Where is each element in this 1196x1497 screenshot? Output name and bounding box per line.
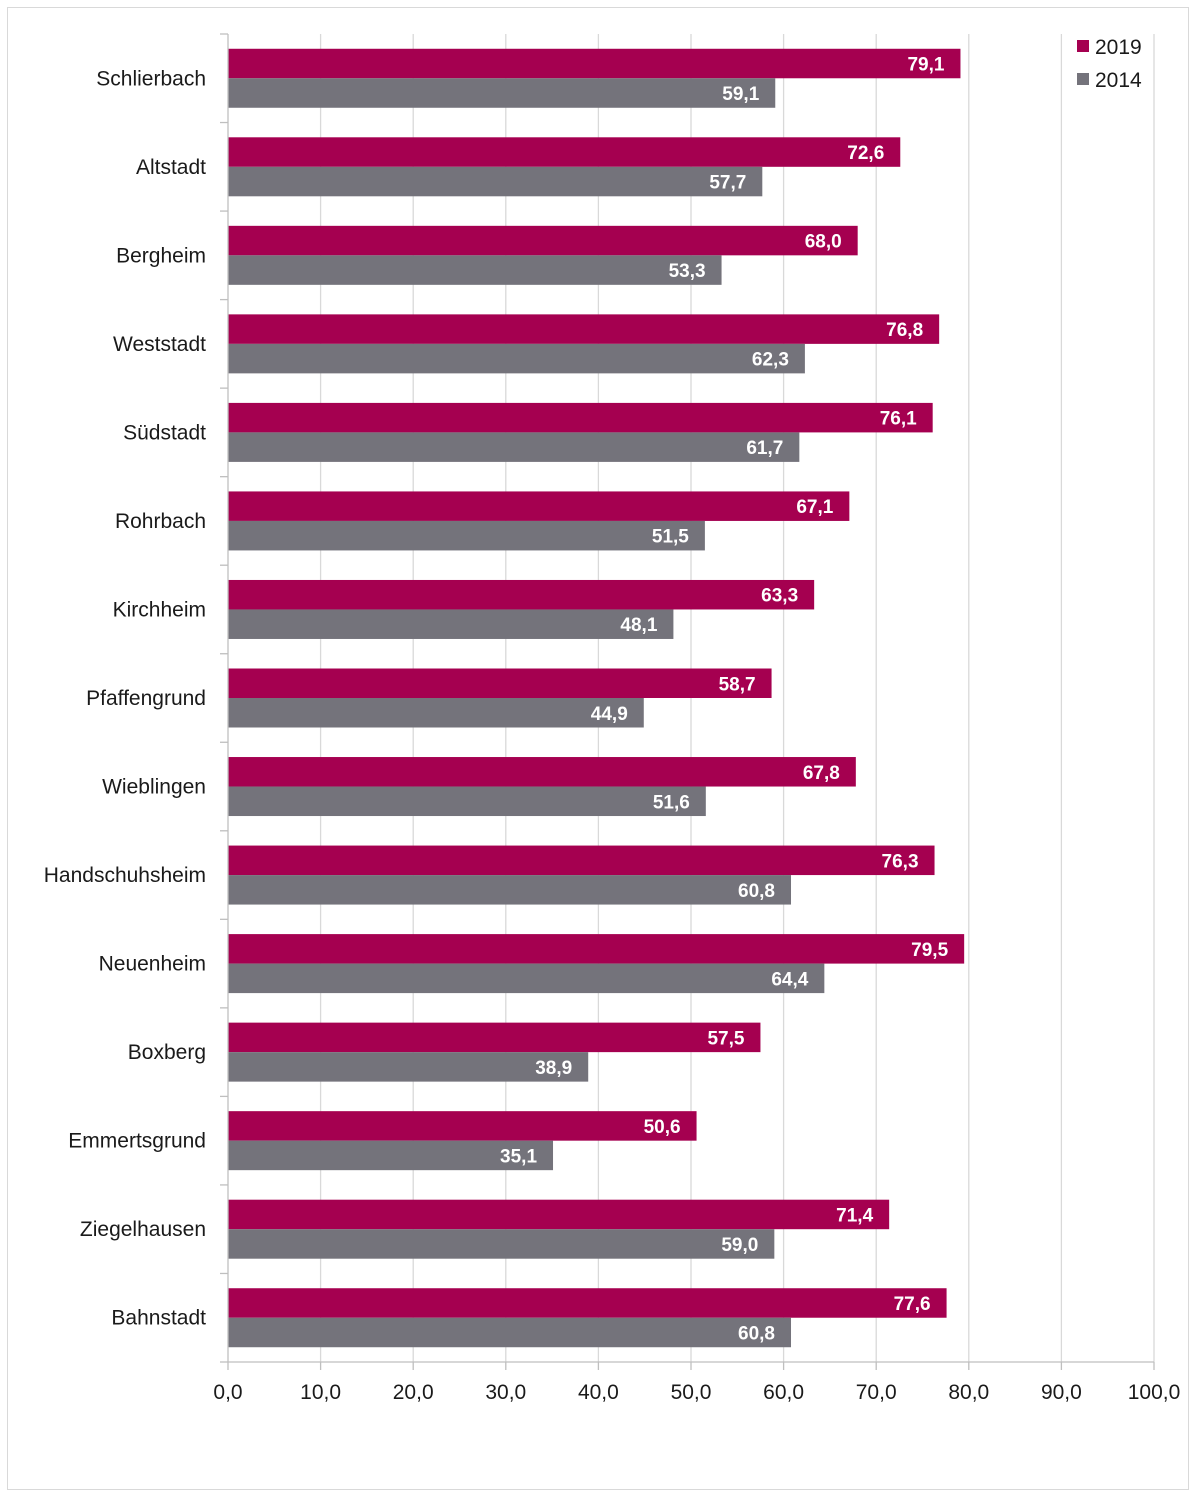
bar-2014	[228, 520, 705, 551]
category-label: Boxberg	[128, 1041, 206, 1064]
axes: 0,0 10,0 20,0 30,0 40,0 50,0 60,0 70,0 80,0 90,0 1…	[44, 33, 1181, 1404]
data-label-2019: 79,1	[907, 55, 944, 76]
category-label: Bergheim	[116, 244, 206, 267]
data-label-2014: 57,7	[709, 173, 746, 194]
bar-2014	[228, 609, 674, 639]
data-label-2014: 51,5	[652, 527, 689, 548]
category-label: Weststadt	[113, 333, 206, 356]
bar-2019	[228, 48, 961, 79]
category-label: Wieblingen	[102, 776, 206, 799]
bar-2014	[228, 1229, 775, 1259]
data-label-2019: 67,1	[796, 497, 833, 518]
data-label-2014: 60,8	[738, 881, 775, 902]
data-label-2019: 71,4	[836, 1205, 873, 1226]
x-tick-label: 40,0	[578, 1381, 619, 1404]
x-tick-label: 80,0	[948, 1381, 989, 1404]
bar-2019	[228, 314, 940, 344]
bar-2014	[228, 1052, 589, 1082]
legend-swatch-2014	[1077, 73, 1089, 85]
bar-2014	[228, 1317, 792, 1348]
bar-2014	[228, 786, 706, 817]
bar-2019	[228, 579, 815, 610]
data-label-2014: 62,3	[752, 350, 789, 371]
data-label-2014: 51,6	[653, 792, 690, 813]
legend: 2019 2014	[1077, 36, 1142, 92]
data-label-2019: 76,1	[880, 409, 917, 430]
category-label: Rohrbach	[115, 510, 206, 533]
category-label: Schlierbach	[96, 67, 206, 90]
bar-2019	[228, 668, 772, 698]
bar-2014	[228, 875, 792, 905]
x-tick-label: 50,0	[671, 1381, 712, 1404]
data-label-2019: 79,5	[911, 940, 948, 961]
bar-2019	[228, 1199, 890, 1230]
data-label-2019: 57,5	[707, 1028, 744, 1049]
data-label-2014: 44,9	[591, 704, 628, 725]
data-label-2019: 76,8	[886, 320, 923, 341]
bar-2014	[228, 255, 722, 285]
category-label: Emmertsgrund	[68, 1130, 206, 1153]
bar-2019	[228, 1022, 761, 1053]
category-label: Neuenheim	[99, 953, 206, 976]
x-tick-label: 20,0	[393, 1381, 434, 1404]
category-label: Kirchheim	[113, 598, 206, 621]
bar-2019	[228, 491, 850, 521]
data-label-2014: 38,9	[535, 1058, 572, 1079]
category-label: Pfaffengrund	[86, 687, 206, 710]
category-label: Ziegelhausen	[80, 1218, 206, 1241]
bar-2014	[228, 166, 763, 197]
data-label-2014: 61,7	[746, 438, 783, 459]
bar-2014	[228, 78, 776, 108]
data-label-2014: 59,1	[722, 84, 759, 105]
data-label-2019: 67,8	[803, 763, 840, 784]
bar-2019	[228, 402, 933, 433]
data-label-2019: 63,3	[761, 586, 798, 607]
data-label-2014: 53,3	[669, 261, 706, 282]
x-tick-label: 0,0	[213, 1381, 242, 1404]
data-label-2019: 77,6	[894, 1294, 931, 1315]
bar-2014	[228, 698, 644, 728]
x-tick-label: 30,0	[485, 1381, 526, 1404]
data-label-2019: 76,3	[882, 851, 919, 872]
x-tick-label: 60,0	[763, 1381, 804, 1404]
category-label: Altstadt	[136, 156, 206, 179]
bars: 79,1 59,1 72,6 57,7 68,0 53,3 76,8 62,3 76,1 61,7…	[228, 48, 965, 1348]
data-label-2019: 50,6	[644, 1117, 681, 1138]
data-label-2014: 48,1	[620, 615, 657, 636]
data-label-2014: 60,8	[738, 1323, 775, 1344]
x-tick-label: 70,0	[856, 1381, 897, 1404]
category-label: Handschuhsheim	[44, 864, 206, 887]
x-tick-label: 10,0	[300, 1381, 341, 1404]
legend-label-2014: 2014	[1095, 69, 1142, 92]
bar-2014	[228, 343, 805, 374]
data-label-2019: 68,0	[805, 232, 842, 253]
data-label-2014: 64,4	[771, 969, 808, 990]
legend-swatch-2019	[1077, 40, 1089, 52]
data-label-2014: 35,1	[500, 1146, 537, 1167]
bar-2014	[228, 963, 825, 994]
category-label: Südstadt	[123, 421, 206, 444]
bar-2019	[228, 1288, 947, 1318]
bar-2014	[228, 1140, 554, 1171]
data-label-2019: 72,6	[847, 143, 884, 164]
bar-2019	[228, 934, 965, 964]
bar-2019	[228, 137, 901, 167]
legend-label-2019: 2019	[1095, 36, 1142, 59]
bar-2019	[228, 225, 858, 256]
bar-2019	[228, 1111, 697, 1141]
bar-2019	[228, 757, 856, 787]
data-label-2014: 59,0	[721, 1235, 758, 1256]
x-tick-label: 100,0	[1128, 1381, 1181, 1404]
bar-2014	[228, 432, 800, 462]
bar-2019	[228, 845, 935, 876]
data-label-2019: 58,7	[719, 674, 756, 695]
category-label: Bahnstadt	[111, 1307, 206, 1330]
x-tick-label: 90,0	[1041, 1381, 1082, 1404]
